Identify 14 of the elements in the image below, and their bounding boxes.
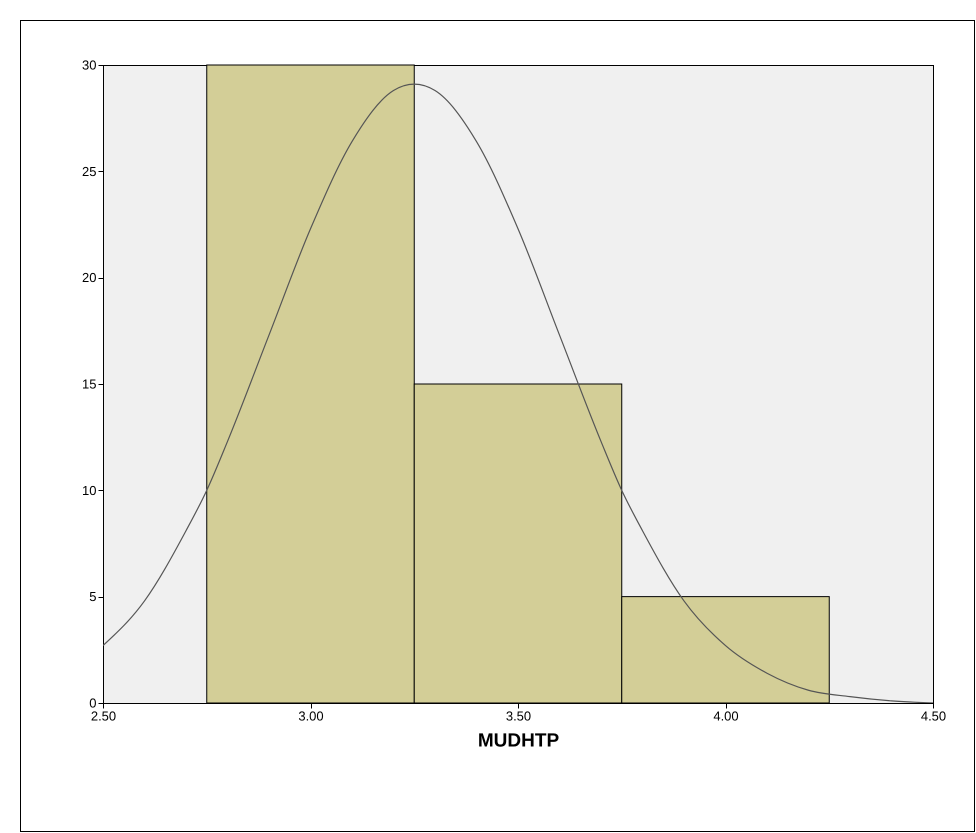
x-tick-label: 2.50 bbox=[90, 708, 116, 724]
x-tick-label: 3.00 bbox=[298, 708, 324, 724]
x-tick-label: 4.50 bbox=[920, 708, 946, 724]
y-tick-label: 0 bbox=[89, 696, 96, 710]
y-tick-label: 5 bbox=[89, 589, 96, 604]
y-tick-label: 25 bbox=[82, 164, 96, 179]
x-tick-label: 4.00 bbox=[713, 708, 739, 724]
y-tick-label: 30 bbox=[82, 58, 96, 72]
y-tick-label: 20 bbox=[82, 270, 96, 286]
y-tick-label: 10 bbox=[82, 482, 96, 498]
x-tick-label: 3.50 bbox=[506, 708, 532, 724]
line-series bbox=[103, 84, 933, 703]
y-tick-label: 15 bbox=[82, 376, 96, 392]
x-axis-title: MUDHTP bbox=[478, 730, 560, 752]
